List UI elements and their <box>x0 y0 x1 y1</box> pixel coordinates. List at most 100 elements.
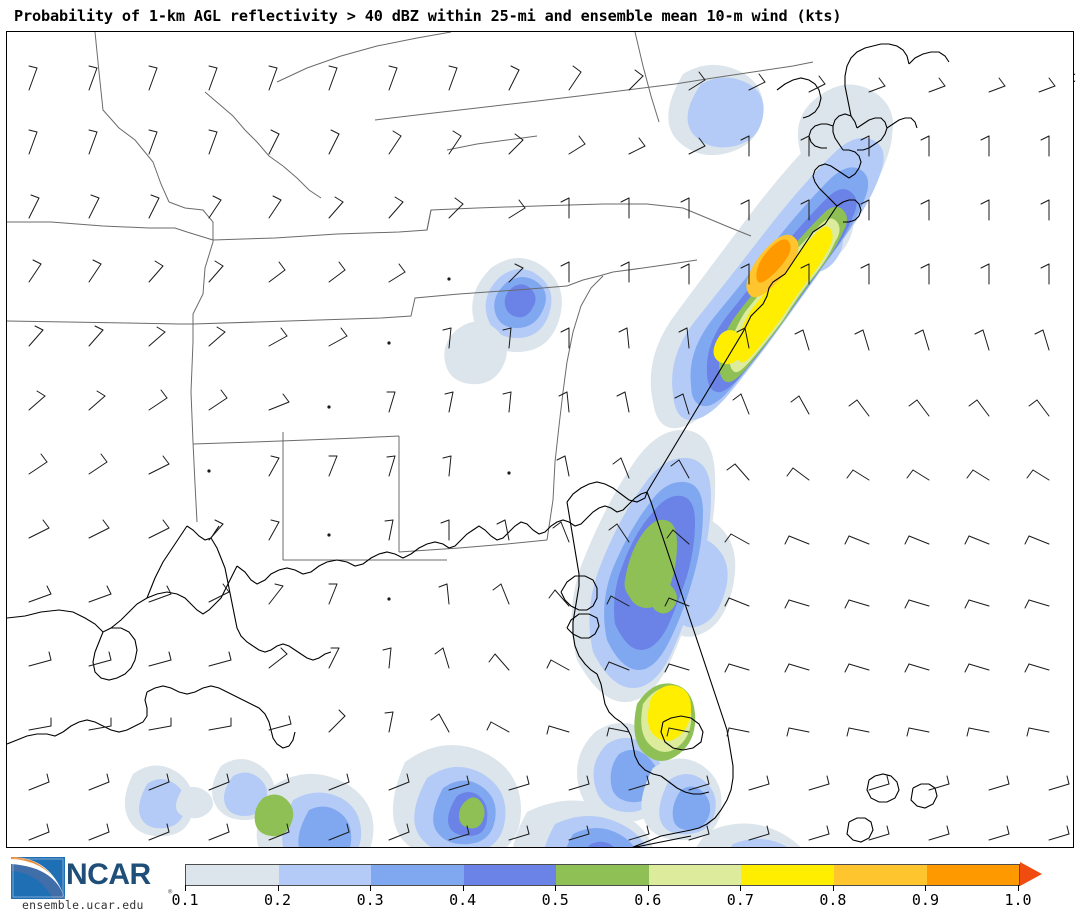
wind-barb <box>28 519 50 539</box>
wind-barb <box>568 775 590 791</box>
wind-barb <box>688 775 710 791</box>
wind-barb <box>868 775 890 791</box>
wind-barb <box>1028 399 1050 417</box>
wind-barb <box>974 329 990 351</box>
wind-barb <box>800 263 810 285</box>
wind-barb <box>88 773 110 791</box>
wind-barb <box>208 583 230 603</box>
wind-barb <box>268 65 278 91</box>
wind-barb <box>148 585 172 603</box>
wind-barb <box>800 199 810 221</box>
wind-barb <box>88 129 98 155</box>
wind-barb <box>808 825 830 841</box>
wind-barb <box>148 326 166 347</box>
wind-barb <box>1026 469 1050 481</box>
wind-barb <box>268 195 282 219</box>
wind-barb <box>208 65 218 91</box>
map-panel <box>6 31 1074 848</box>
wind-barb <box>904 599 930 609</box>
wind-barb <box>327 405 331 409</box>
colorbar-bands[interactable] <box>185 864 1020 886</box>
colorbar-band-0.8-0.9 <box>833 865 927 885</box>
wind-barb <box>148 651 172 667</box>
wind-barb <box>508 65 520 91</box>
wind-barb <box>786 727 810 737</box>
wind-barb <box>502 327 512 349</box>
prob-region-florida <box>571 429 736 823</box>
wind-barb <box>28 194 40 219</box>
colorbar-tick <box>185 885 186 891</box>
wind-barb <box>148 389 168 411</box>
colorbar: 0.1 0.2 0.3 0.4 0.5 0.6 0.7 0.8 0.9 1.0 <box>171 850 1075 915</box>
wind-barb <box>688 71 706 91</box>
wind-barb <box>207 469 211 473</box>
colorbar-tick <box>277 885 279 891</box>
wind-barb <box>492 583 510 605</box>
wind-barb <box>388 65 398 91</box>
wind-barb <box>736 327 750 349</box>
wind-barb <box>384 519 394 541</box>
wind-barb <box>28 823 50 841</box>
wind-barb <box>688 825 710 841</box>
wind-barb <box>1040 199 1050 221</box>
wind-barb <box>208 195 222 219</box>
wind-barb <box>548 589 570 607</box>
wind-barb <box>387 597 391 601</box>
wind-barb <box>732 393 750 415</box>
colorbar-tick <box>370 885 372 891</box>
wind-barb <box>148 455 170 475</box>
page-title: Probability of 1-km AGL reflectivity > 4… <box>14 7 842 25</box>
wind-barb <box>28 129 38 155</box>
wind-barb <box>386 455 396 477</box>
wind-barb <box>784 663 810 673</box>
colorbar-tick-labels: 0.1 0.2 0.3 0.4 0.5 0.6 0.7 0.8 0.9 1.0 <box>171 891 1031 911</box>
wind-barb <box>628 775 650 791</box>
wind-barb <box>724 663 750 673</box>
wind-barb <box>980 199 990 221</box>
colorbar-tick-label: 0.6 <box>634 891 662 909</box>
wind-barb <box>508 775 530 791</box>
prob-region-georgia <box>444 258 562 385</box>
wind-barb <box>384 711 394 733</box>
wind-barb <box>848 399 870 417</box>
wind-barb <box>268 327 288 347</box>
wind-barb <box>1048 825 1070 841</box>
wind-barb <box>448 775 470 791</box>
wind-barb <box>1024 663 1050 673</box>
colorbar-tick <box>740 885 742 891</box>
wind-barb <box>560 197 570 219</box>
ncar-logo[interactable]: NCAR ® ensemble.ucar.edu <box>8 855 173 913</box>
colorbar-band-0.5-0.6 <box>556 865 649 885</box>
wind-barb <box>740 263 750 285</box>
wind-barb <box>388 773 410 791</box>
wind-barb <box>740 199 750 221</box>
ncar-wordmark: NCAR <box>66 858 151 891</box>
wind-barb <box>800 135 810 157</box>
wind-barb <box>28 585 52 603</box>
wind-barb <box>328 709 346 733</box>
colorbar-tick-label: 0.1 <box>171 891 199 909</box>
wind-barb <box>88 823 110 841</box>
wind-barb <box>442 455 452 477</box>
wind-barb <box>988 775 1010 791</box>
wind-barb <box>568 135 586 155</box>
wind-barb <box>268 647 288 669</box>
wind-barb <box>748 775 770 791</box>
wind-barb <box>268 261 286 283</box>
wind-barb <box>388 130 402 155</box>
wind-barb <box>920 135 930 157</box>
wind-barb <box>546 659 570 671</box>
wind-barb <box>546 725 570 735</box>
wind-barb <box>784 535 810 545</box>
wind-barb <box>442 327 452 349</box>
wind-barb <box>208 717 232 731</box>
coastline-layer <box>7 43 950 847</box>
ensemble-url: ensemble.ucar.edu <box>22 898 144 912</box>
wind-barb <box>868 77 886 93</box>
colorbar-tick <box>555 885 557 891</box>
wind-barb-layer <box>28 65 1070 841</box>
wind-barb <box>508 263 524 283</box>
colorbar-tick <box>462 885 464 891</box>
wind-barb <box>386 391 396 413</box>
wind-barb <box>1024 599 1050 609</box>
